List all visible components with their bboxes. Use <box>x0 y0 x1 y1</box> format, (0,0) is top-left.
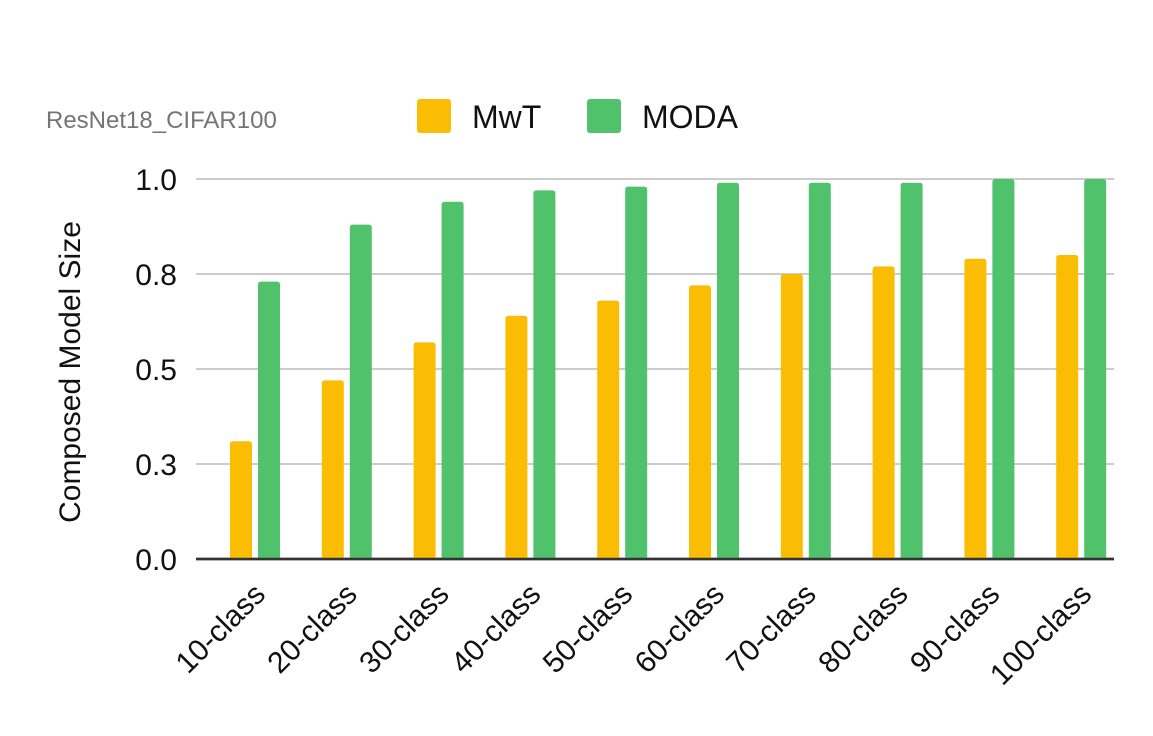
bar-moda-100-class <box>1084 179 1107 559</box>
y-tick-label: 0.5 <box>135 354 177 387</box>
bar-mwt-30-class <box>413 342 436 559</box>
bar-moda-40-class <box>533 190 556 559</box>
bar-mwt-60-class <box>689 285 711 559</box>
x-tick-label: 50-class <box>537 578 639 680</box>
x-tick-label: 70-class <box>720 578 822 680</box>
legend-label-moda: MODA <box>642 99 739 135</box>
bar-moda-20-class <box>349 224 372 559</box>
bar-mwt-90-class <box>964 258 987 559</box>
bar-mwt-40-class <box>505 315 528 559</box>
bar-mwt-70-class <box>780 274 803 559</box>
x-tick-label: 60-class <box>629 578 731 680</box>
bar-mwt-50-class <box>597 300 620 559</box>
x-tick-label: 80-class <box>812 578 914 680</box>
bar-mwt-80-class <box>872 266 895 559</box>
bar-moda-60-class <box>717 182 739 560</box>
legend-swatch-moda <box>587 99 621 133</box>
legend-label-mwt: MwT <box>472 99 541 135</box>
y-axis-label: Composed Model Size <box>54 221 87 523</box>
y-axis-ticks: 0.0 0.3 0.5 0.8 1.0 <box>135 164 177 577</box>
x-tick-label: 10-class <box>170 578 272 680</box>
x-tick-label: 40-class <box>445 578 547 680</box>
x-tick-label: 20-class <box>261 578 363 680</box>
legend-swatch-mwt <box>417 99 451 133</box>
legend: MwT MODA <box>417 99 739 135</box>
y-tick-label: 0.3 <box>135 449 177 482</box>
bar-moda-80-class <box>900 182 923 560</box>
y-tick-label: 0.0 <box>135 544 177 577</box>
bar-moda-50-class <box>625 186 648 559</box>
x-tick-label: 30-class <box>353 578 455 680</box>
y-tick-label: 1.0 <box>135 164 177 197</box>
x-tick-label: 100-class <box>984 578 1098 692</box>
bars <box>230 179 1107 560</box>
bar-moda-90-class <box>992 179 1015 559</box>
bar-moda-30-class <box>441 201 464 560</box>
bar-mwt-20-class <box>321 380 344 559</box>
bar-mwt-10-class <box>230 441 252 559</box>
x-axis-ticks: 10-class20-class30-class40-class50-class… <box>170 578 1099 692</box>
bar-moda-10-class <box>258 281 280 559</box>
bar-moda-70-class <box>808 182 831 560</box>
y-tick-label: 0.8 <box>135 259 177 292</box>
bar-mwt-100-class <box>1056 255 1079 559</box>
chart-subtitle: ResNet18_CIFAR100 <box>46 107 277 134</box>
